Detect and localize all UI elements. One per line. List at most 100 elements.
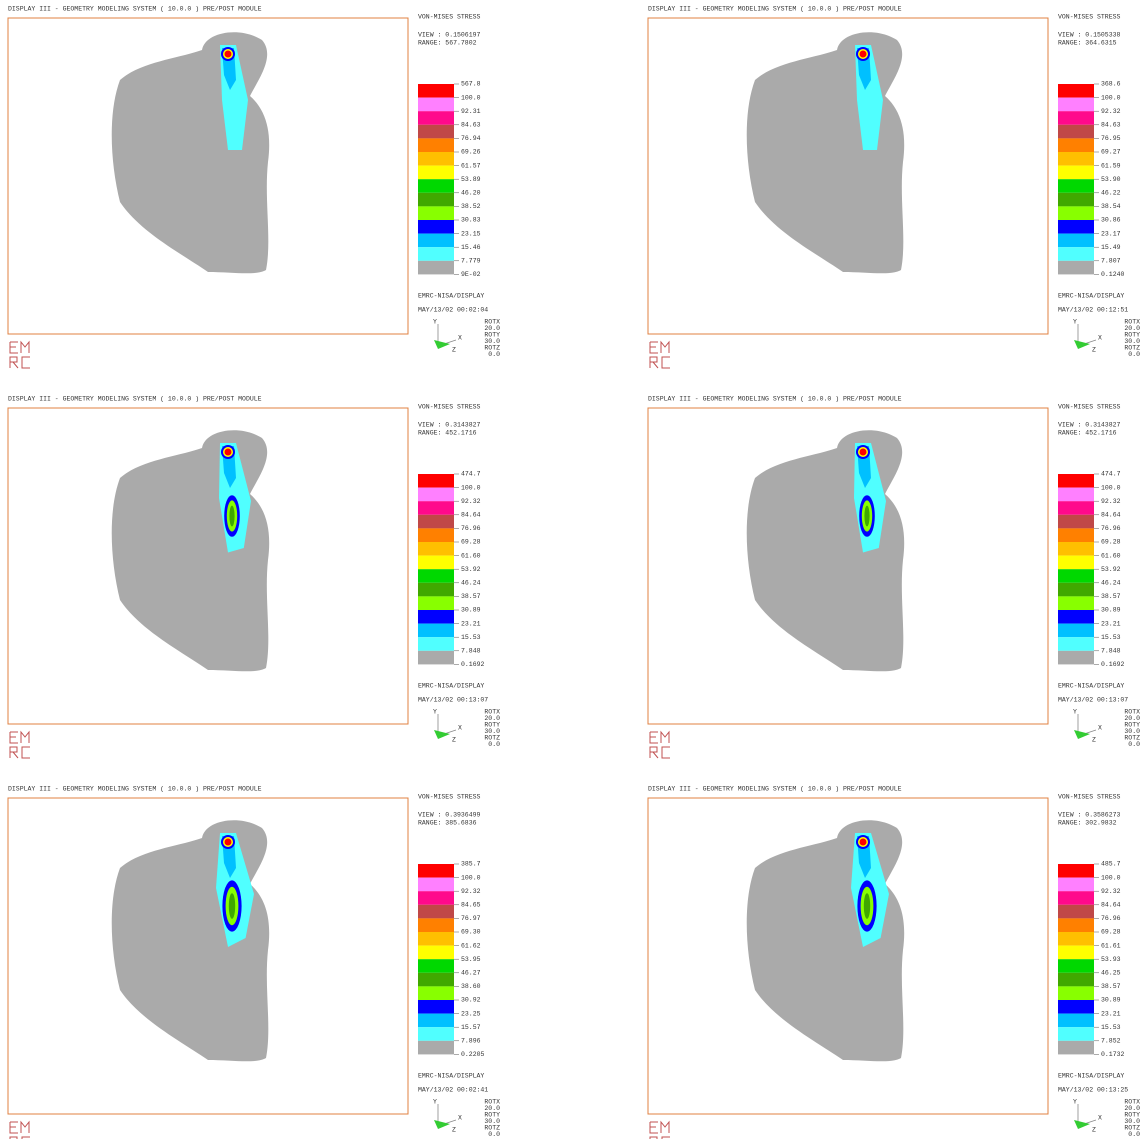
header: DISPLAY III - GEOMETRY MODELING SYSTEM (… [8,396,262,403]
legend-label: 100.0 [1101,874,1121,881]
legend-swatch [1058,84,1094,98]
header: DISPLAY III - GEOMETRY MODELING SYSTEM (… [648,6,902,13]
legend-label: 0.1732 [1101,1051,1125,1058]
legend-label: 30.89 [461,607,481,614]
legend-label: 100.0 [461,94,481,101]
legend-swatch [1058,596,1094,610]
legend-swatch [418,234,454,248]
axis-y-label: Y [433,319,437,326]
legend-swatch [1058,234,1094,248]
legend-label: 100.0 [461,484,481,491]
legend-label: 46.24 [461,580,481,587]
stress-band [229,893,235,919]
legend-swatch [418,1000,454,1014]
logo-em [10,342,29,353]
legend-label: 69.28 [461,539,481,546]
legend-label: 76.94 [461,135,481,142]
axis-z-label: Z [1092,347,1096,354]
legend-label: 76.97 [461,915,481,922]
legend-label: 92.32 [1101,888,1121,895]
logo-rc [650,747,670,758]
legend-label: 61.60 [461,552,481,559]
legend-swatch [418,206,454,220]
legend-label: 38.54 [1101,203,1121,210]
legend-label: 53.92 [1101,566,1121,573]
legend-swatch [418,583,454,597]
legend-swatch [418,864,454,878]
header: DISPLAY III - GEOMETRY MODELING SYSTEM (… [8,6,262,13]
legend-title: VON-MISES STRESS [418,14,481,21]
rotation-label: 0.0 [1128,741,1140,748]
logo-rc [650,357,670,368]
legend-label: 38.57 [461,593,481,600]
legend-swatch [1058,583,1094,597]
axis-y-label: Y [1073,709,1077,716]
legend-swatch [1058,637,1094,651]
legend-label: 53.93 [1101,956,1121,963]
panel: DISPLAY III - GEOMETRY MODELING SYSTEM (… [8,6,500,368]
range: RANGE: 385.6836 [418,820,477,827]
legend-title: VON-MISES STRESS [418,404,481,411]
legend-label: 7.848 [1101,648,1121,655]
legend-label: 46.20 [461,190,481,197]
axis-cone [434,340,450,349]
legend-swatch [1058,1014,1094,1028]
legend-title: VON-MISES STRESS [418,794,481,801]
view-scale: VIEW : 0.3143827 [418,422,481,429]
legend-label: 100.0 [1101,484,1121,491]
axis-y-label: Y [433,709,437,716]
axis-z-label: Z [1092,737,1096,744]
hotspot [225,449,232,456]
legend-swatch [1058,1041,1094,1055]
axis-cone [1074,730,1090,739]
legend-swatch [418,959,454,973]
model-body [112,32,269,273]
axis-cone [434,1120,450,1129]
legend-label: 30.86 [1101,217,1121,224]
legend-swatch [418,569,454,583]
axis-x-label: X [1098,725,1102,732]
legend-label: 23.21 [1101,1010,1121,1017]
legend-swatch [1058,528,1094,542]
legend-swatch [418,542,454,556]
legend-label: 53.89 [461,176,481,183]
legend-swatch [418,624,454,638]
legend-swatch [418,986,454,1000]
model-body [112,820,269,1061]
legend-label: 0.2205 [461,1051,485,1058]
legend-swatch [1058,918,1094,932]
legend-label: 7.852 [1101,1038,1121,1045]
legend-title: VON-MISES STRESS [1058,794,1121,801]
range: RANGE: 452.1716 [418,430,477,437]
date: MAY/13/02 00:12:51 [1058,307,1128,314]
logo-em [650,1122,669,1133]
axis-x-label: X [458,725,462,732]
legend-label: 30.83 [461,217,481,224]
software: EMRC-NISA/DISPLAY [1058,1073,1124,1080]
emrc-logo [10,342,30,368]
legend-swatch [1058,111,1094,125]
legend-swatch [418,891,454,905]
axis-cone [1074,340,1090,349]
view-scale: VIEW : 0.3936499 [418,812,481,819]
legend-swatch [418,84,454,98]
panel: DISPLAY III - GEOMETRY MODELING SYSTEM (… [8,396,500,758]
logo-em [650,342,669,353]
legend-label: 84.63 [1101,122,1121,129]
axis-y-label: Y [433,1099,437,1106]
panel: DISPLAY III - GEOMETRY MODELING SYSTEM (… [648,786,1140,1139]
logo-em [650,732,669,743]
legend-label: 23.17 [1101,230,1121,237]
legend-swatch [1058,166,1094,180]
legend-swatch [418,125,454,139]
logo-rc [10,357,30,368]
rotation-label: 0.0 [1128,351,1140,358]
date: MAY/13/02 00:13:07 [418,697,488,704]
legend-swatch [1058,569,1094,583]
legend-swatch [1058,206,1094,220]
legend-swatch [1058,556,1094,570]
software: EMRC-NISA/DISPLAY [418,293,484,300]
legend-swatch [418,946,454,960]
legend-swatch [1058,959,1094,973]
legend-label: 38.60 [461,983,481,990]
